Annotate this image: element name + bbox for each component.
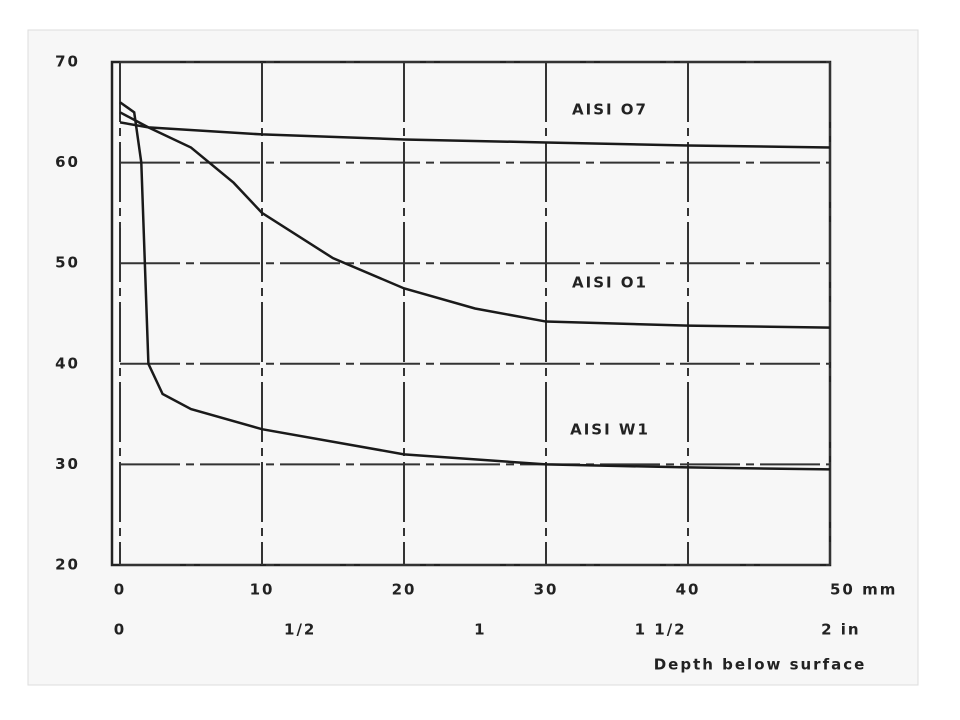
y-tick-label: 30	[55, 455, 80, 473]
scan-page	[27, 29, 919, 686]
x-tick-label: 10	[250, 581, 275, 599]
series-line	[119, 111, 831, 329]
x2-tick-label: 2 in	[821, 621, 860, 639]
x2-tick-label: 0	[114, 621, 126, 639]
x2-tick-label: 1/2	[284, 621, 316, 639]
series-label: AISI W1	[570, 421, 650, 439]
x-tick-label: 20	[392, 581, 417, 599]
x-tick-label: 30	[534, 581, 559, 599]
y-tick-label: 50	[55, 254, 80, 272]
series-line	[119, 101, 831, 471]
x-tick-label: 50 mm	[830, 581, 897, 599]
y-tick-label: 70	[55, 53, 80, 71]
y-tick-label: 20	[55, 556, 80, 574]
y-tick-label: 60	[55, 153, 80, 171]
x-axis-label: Depth below surface	[654, 656, 867, 674]
y-tick-label: 40	[55, 354, 80, 372]
x2-tick-label: 1 1/2	[635, 621, 687, 639]
x-tick-label: 0	[114, 581, 126, 599]
series-label: AISI O1	[572, 274, 648, 292]
series-label: AISI O7	[572, 101, 648, 119]
x-tick-label: 40	[676, 581, 701, 599]
x2-tick-label: 1	[474, 621, 486, 639]
